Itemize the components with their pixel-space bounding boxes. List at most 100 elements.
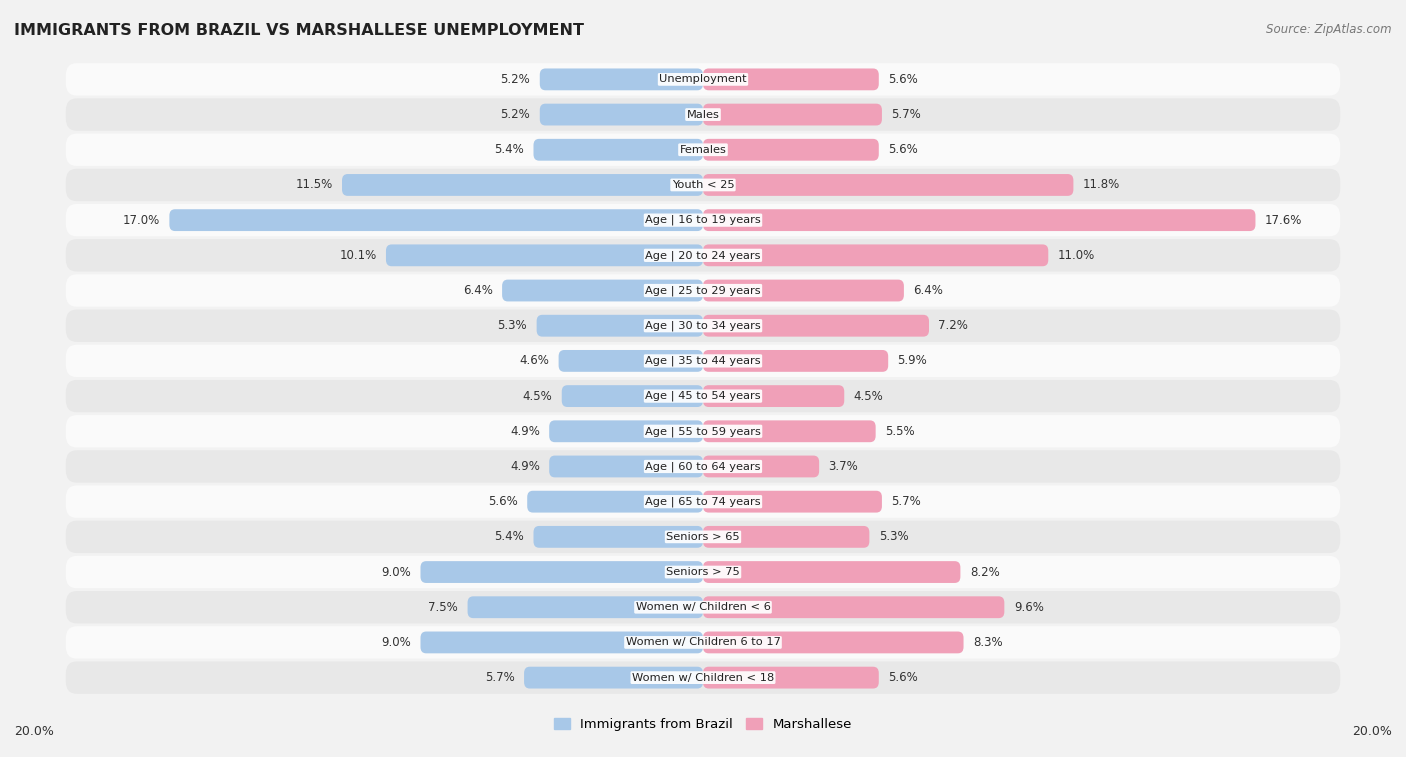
Text: Women w/ Children 6 to 17: Women w/ Children 6 to 17 bbox=[626, 637, 780, 647]
Text: 5.6%: 5.6% bbox=[488, 495, 517, 508]
FancyBboxPatch shape bbox=[66, 450, 1340, 483]
Text: 17.0%: 17.0% bbox=[122, 213, 160, 226]
Text: IMMIGRANTS FROM BRAZIL VS MARSHALLESE UNEMPLOYMENT: IMMIGRANTS FROM BRAZIL VS MARSHALLESE UN… bbox=[14, 23, 583, 38]
FancyBboxPatch shape bbox=[550, 456, 703, 478]
Text: 6.4%: 6.4% bbox=[914, 284, 943, 297]
Text: 6.4%: 6.4% bbox=[463, 284, 492, 297]
Text: 4.6%: 4.6% bbox=[519, 354, 550, 367]
FancyBboxPatch shape bbox=[703, 139, 879, 160]
Text: 5.4%: 5.4% bbox=[495, 531, 524, 544]
FancyBboxPatch shape bbox=[66, 274, 1340, 307]
Text: Seniors > 65: Seniors > 65 bbox=[666, 532, 740, 542]
FancyBboxPatch shape bbox=[524, 667, 703, 689]
FancyBboxPatch shape bbox=[703, 667, 879, 689]
FancyBboxPatch shape bbox=[66, 204, 1340, 236]
Text: 5.3%: 5.3% bbox=[498, 319, 527, 332]
Text: 5.5%: 5.5% bbox=[884, 425, 915, 438]
FancyBboxPatch shape bbox=[66, 626, 1340, 659]
Text: 5.6%: 5.6% bbox=[889, 671, 918, 684]
Text: Age | 30 to 34 years: Age | 30 to 34 years bbox=[645, 320, 761, 331]
FancyBboxPatch shape bbox=[527, 491, 703, 512]
Legend: Immigrants from Brazil, Marshallese: Immigrants from Brazil, Marshallese bbox=[548, 713, 858, 737]
Text: Source: ZipAtlas.com: Source: ZipAtlas.com bbox=[1267, 23, 1392, 36]
FancyBboxPatch shape bbox=[703, 279, 904, 301]
FancyBboxPatch shape bbox=[562, 385, 703, 407]
Text: 10.1%: 10.1% bbox=[339, 249, 377, 262]
Text: Seniors > 75: Seniors > 75 bbox=[666, 567, 740, 577]
FancyBboxPatch shape bbox=[703, 174, 1073, 196]
Text: Age | 55 to 59 years: Age | 55 to 59 years bbox=[645, 426, 761, 437]
FancyBboxPatch shape bbox=[703, 491, 882, 512]
Text: Age | 20 to 24 years: Age | 20 to 24 years bbox=[645, 250, 761, 260]
FancyBboxPatch shape bbox=[703, 350, 889, 372]
FancyBboxPatch shape bbox=[169, 209, 703, 231]
FancyBboxPatch shape bbox=[66, 239, 1340, 272]
Text: 3.7%: 3.7% bbox=[828, 460, 858, 473]
Text: Males: Males bbox=[686, 110, 720, 120]
Text: 7.5%: 7.5% bbox=[429, 601, 458, 614]
FancyBboxPatch shape bbox=[550, 420, 703, 442]
FancyBboxPatch shape bbox=[420, 631, 703, 653]
FancyBboxPatch shape bbox=[66, 63, 1340, 95]
FancyBboxPatch shape bbox=[533, 139, 703, 160]
FancyBboxPatch shape bbox=[66, 380, 1340, 413]
FancyBboxPatch shape bbox=[703, 68, 879, 90]
Text: Age | 60 to 64 years: Age | 60 to 64 years bbox=[645, 461, 761, 472]
Text: 9.6%: 9.6% bbox=[1014, 601, 1043, 614]
FancyBboxPatch shape bbox=[66, 310, 1340, 342]
FancyBboxPatch shape bbox=[703, 561, 960, 583]
FancyBboxPatch shape bbox=[558, 350, 703, 372]
FancyBboxPatch shape bbox=[66, 521, 1340, 553]
FancyBboxPatch shape bbox=[703, 597, 1004, 618]
Text: Age | 35 to 44 years: Age | 35 to 44 years bbox=[645, 356, 761, 366]
Text: 5.7%: 5.7% bbox=[485, 671, 515, 684]
FancyBboxPatch shape bbox=[533, 526, 703, 548]
FancyBboxPatch shape bbox=[66, 415, 1340, 447]
FancyBboxPatch shape bbox=[342, 174, 703, 196]
Text: Females: Females bbox=[679, 145, 727, 154]
FancyBboxPatch shape bbox=[420, 561, 703, 583]
Text: 7.2%: 7.2% bbox=[938, 319, 969, 332]
Text: 4.9%: 4.9% bbox=[510, 460, 540, 473]
FancyBboxPatch shape bbox=[540, 68, 703, 90]
Text: 5.4%: 5.4% bbox=[495, 143, 524, 156]
Text: 5.2%: 5.2% bbox=[501, 108, 530, 121]
Text: 8.3%: 8.3% bbox=[973, 636, 1002, 649]
FancyBboxPatch shape bbox=[703, 420, 876, 442]
Text: 17.6%: 17.6% bbox=[1265, 213, 1302, 226]
Text: Women w/ Children < 18: Women w/ Children < 18 bbox=[631, 673, 775, 683]
Text: Women w/ Children < 6: Women w/ Children < 6 bbox=[636, 603, 770, 612]
Text: 5.7%: 5.7% bbox=[891, 108, 921, 121]
Text: 11.5%: 11.5% bbox=[295, 179, 333, 192]
Text: 5.2%: 5.2% bbox=[501, 73, 530, 86]
FancyBboxPatch shape bbox=[502, 279, 703, 301]
Text: 5.6%: 5.6% bbox=[889, 73, 918, 86]
Text: 4.9%: 4.9% bbox=[510, 425, 540, 438]
FancyBboxPatch shape bbox=[387, 245, 703, 266]
Text: Youth < 25: Youth < 25 bbox=[672, 180, 734, 190]
Text: 9.0%: 9.0% bbox=[381, 636, 411, 649]
FancyBboxPatch shape bbox=[66, 485, 1340, 518]
FancyBboxPatch shape bbox=[66, 556, 1340, 588]
Text: Unemployment: Unemployment bbox=[659, 74, 747, 84]
Text: 5.9%: 5.9% bbox=[897, 354, 928, 367]
Text: 4.5%: 4.5% bbox=[523, 390, 553, 403]
FancyBboxPatch shape bbox=[66, 169, 1340, 201]
Text: 20.0%: 20.0% bbox=[1353, 725, 1392, 738]
FancyBboxPatch shape bbox=[468, 597, 703, 618]
FancyBboxPatch shape bbox=[66, 591, 1340, 624]
Text: 11.0%: 11.0% bbox=[1057, 249, 1095, 262]
FancyBboxPatch shape bbox=[66, 344, 1340, 377]
FancyBboxPatch shape bbox=[703, 526, 869, 548]
Text: 4.5%: 4.5% bbox=[853, 390, 883, 403]
Text: 9.0%: 9.0% bbox=[381, 565, 411, 578]
FancyBboxPatch shape bbox=[703, 385, 844, 407]
Text: 5.7%: 5.7% bbox=[891, 495, 921, 508]
FancyBboxPatch shape bbox=[66, 133, 1340, 166]
FancyBboxPatch shape bbox=[703, 245, 1049, 266]
Text: 5.6%: 5.6% bbox=[889, 143, 918, 156]
FancyBboxPatch shape bbox=[703, 315, 929, 337]
Text: 5.3%: 5.3% bbox=[879, 531, 908, 544]
Text: 20.0%: 20.0% bbox=[14, 725, 53, 738]
Text: Age | 25 to 29 years: Age | 25 to 29 years bbox=[645, 285, 761, 296]
